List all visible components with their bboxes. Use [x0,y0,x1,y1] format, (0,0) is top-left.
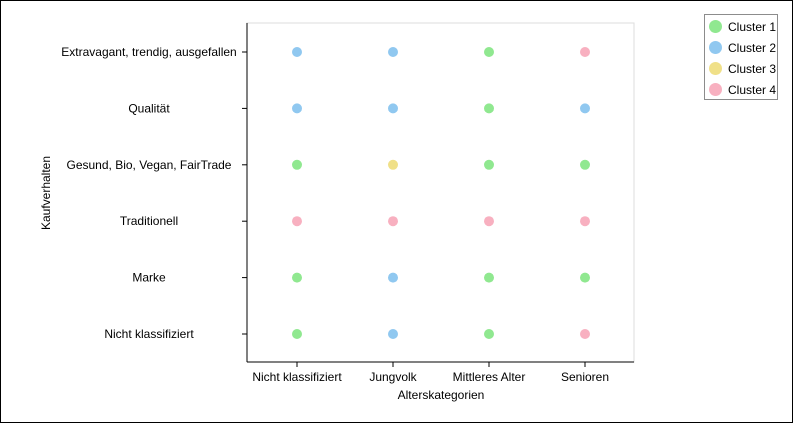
x-axis-ticks: Nicht klassifiziert Jungvolk Mittleres Alt… [252,362,609,384]
data-point-cluster-1 [484,103,494,114]
legend-label: Cluster 1 [728,19,777,34]
data-point-cluster-2 [388,47,398,57]
data-point-cluster-1 [484,272,494,283]
data-point-cluster-4 [388,216,398,227]
y-tick-label: Extravagant, trendig, ausgefallen [61,45,236,59]
plot-area [246,22,635,363]
data-point-cluster-1 [580,159,590,170]
legend-label: Cluster 3 [728,61,777,76]
data-point-cluster-2 [580,103,590,114]
data-point-cluster-4 [580,216,590,227]
y-axis-label: Kaufverhalten [39,156,53,230]
data-point-cluster-1 [484,159,494,170]
data-point-cluster-4 [292,216,302,227]
data-points [292,47,590,339]
legend-swatch [709,41,722,54]
x-tick-label: Mittleres Alter [453,370,526,384]
data-point-cluster-2 [388,329,398,339]
data-point-cluster-1 [484,329,494,339]
legend-label: Cluster 4 [728,82,777,97]
data-point-cluster-2 [292,47,302,57]
data-point-cluster-2 [388,272,398,283]
data-point-cluster-1 [292,329,302,339]
y-axis-ticks: Nicht klassifiziert Marke Traditionell Gesu… [61,45,247,341]
data-point-cluster-4 [580,47,590,57]
y-tick-label: Gesund, Bio, Vegan, FairTrade [67,158,232,172]
y-tick-label: Nicht klassifiziert [104,327,194,341]
legend-item: Cluster 4 [705,79,777,100]
x-tick-label: Jungvolk [369,370,417,384]
x-tick-label: Senioren [561,370,609,384]
legend-item: Cluster 2 [705,37,777,58]
legend: Cluster 1 Cluster 2 Cluster 3 Cluster 4 [704,14,778,100]
legend-swatch [709,83,722,96]
legend-item: Cluster 1 [705,16,777,37]
data-point-cluster-1 [580,272,590,283]
x-axis-label: Alterskategorien [398,388,485,402]
x-tick-label: Nicht klassifiziert [252,370,342,384]
data-point-cluster-4 [580,329,590,339]
y-tick-label: Traditionell [120,214,178,228]
y-tick-label: Qualität [128,101,170,115]
legend-swatch [709,62,722,75]
data-point-cluster-1 [292,159,302,170]
legend-label: Cluster 2 [728,40,777,55]
legend-swatch [709,20,722,33]
data-point-cluster-4 [484,216,494,227]
legend-item: Cluster 3 [705,58,777,79]
data-point-cluster-2 [388,103,398,114]
y-tick-label: Marke [132,271,166,285]
data-point-cluster-3 [388,159,398,170]
data-point-cluster-1 [484,47,494,57]
data-point-cluster-2 [292,103,302,114]
data-point-cluster-1 [292,272,302,283]
